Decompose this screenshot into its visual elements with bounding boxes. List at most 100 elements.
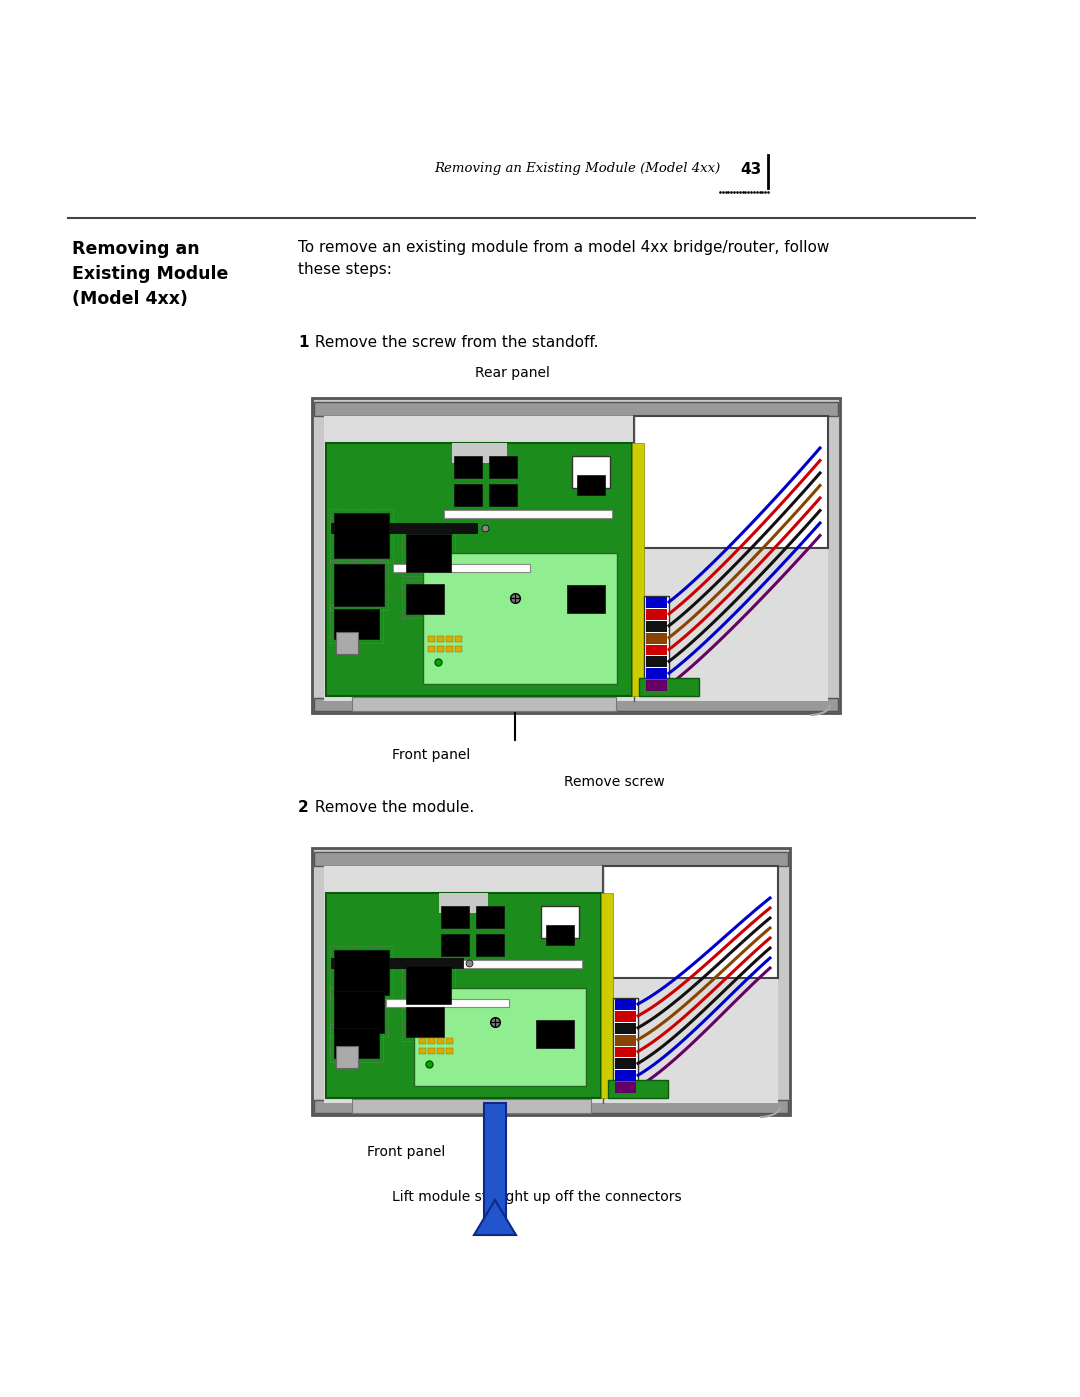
- Bar: [646, 668, 667, 679]
- Bar: [406, 584, 444, 615]
- Bar: [326, 443, 632, 696]
- Bar: [437, 636, 444, 643]
- Bar: [646, 657, 667, 668]
- Bar: [336, 1046, 357, 1067]
- Text: Remove the screw from the standoff.: Remove the screw from the standoff.: [310, 335, 598, 351]
- Bar: [615, 1070, 636, 1081]
- Bar: [446, 645, 453, 652]
- Text: To remove an existing module from a model 4xx bridge/router, follow
these steps:: To remove an existing module from a mode…: [298, 240, 829, 277]
- Bar: [446, 1048, 453, 1053]
- Bar: [572, 455, 610, 488]
- Bar: [402, 580, 448, 617]
- Bar: [314, 698, 838, 711]
- Bar: [336, 631, 357, 654]
- Bar: [639, 678, 699, 696]
- Bar: [541, 907, 579, 937]
- Bar: [330, 605, 383, 643]
- Bar: [402, 963, 455, 1009]
- Bar: [314, 852, 788, 866]
- Bar: [476, 935, 504, 956]
- Bar: [406, 1007, 444, 1037]
- Bar: [613, 997, 638, 1092]
- Bar: [455, 636, 462, 643]
- Text: Remove screw: Remove screw: [564, 775, 664, 789]
- Bar: [330, 988, 388, 1037]
- Text: Removing an Existing Module (Model 4xx): Removing an Existing Module (Model 4xx): [434, 162, 720, 175]
- Bar: [334, 564, 384, 606]
- Bar: [334, 950, 389, 995]
- Bar: [615, 1035, 636, 1045]
- Text: Front panel: Front panel: [392, 747, 470, 761]
- Bar: [634, 416, 828, 548]
- Bar: [324, 866, 778, 1104]
- Bar: [438, 893, 488, 914]
- Bar: [326, 893, 600, 1098]
- Bar: [615, 1011, 636, 1021]
- Bar: [444, 510, 612, 518]
- Bar: [330, 1024, 383, 1062]
- Bar: [453, 443, 507, 462]
- Bar: [402, 529, 455, 576]
- Bar: [428, 636, 435, 643]
- Bar: [406, 534, 451, 571]
- Bar: [431, 960, 582, 968]
- Bar: [536, 1020, 573, 1048]
- Bar: [577, 475, 605, 495]
- Bar: [646, 620, 667, 631]
- Bar: [314, 402, 838, 416]
- Bar: [546, 925, 573, 944]
- Bar: [476, 907, 504, 928]
- Polygon shape: [474, 1200, 516, 1235]
- Bar: [437, 1038, 444, 1044]
- Bar: [646, 633, 667, 644]
- Bar: [406, 965, 451, 1004]
- Bar: [312, 848, 789, 1115]
- Bar: [446, 636, 453, 643]
- Bar: [615, 1083, 636, 1092]
- Bar: [437, 1048, 444, 1053]
- Bar: [334, 609, 379, 638]
- Bar: [615, 1023, 636, 1034]
- Text: 1: 1: [298, 335, 309, 351]
- Bar: [419, 1038, 426, 1044]
- Text: Rear panel: Rear panel: [474, 366, 550, 380]
- Bar: [330, 522, 477, 534]
- Bar: [386, 999, 509, 1007]
- Bar: [419, 1048, 426, 1053]
- Text: Front panel: Front panel: [367, 1146, 445, 1160]
- Bar: [330, 958, 463, 968]
- Bar: [334, 1028, 379, 1058]
- Bar: [567, 585, 605, 613]
- Bar: [312, 398, 840, 712]
- Bar: [489, 483, 517, 506]
- Bar: [600, 893, 613, 1098]
- Bar: [615, 1059, 636, 1069]
- Bar: [441, 907, 469, 928]
- Bar: [414, 988, 586, 1085]
- Bar: [334, 990, 384, 1032]
- Bar: [428, 1038, 435, 1044]
- Text: Lift module straight up off the connectors: Lift module straight up off the connecto…: [392, 1190, 681, 1204]
- Bar: [484, 1104, 507, 1235]
- Bar: [615, 999, 636, 1010]
- Bar: [330, 560, 388, 610]
- Bar: [608, 1080, 669, 1098]
- Bar: [489, 455, 517, 478]
- Bar: [352, 697, 616, 711]
- Bar: [441, 935, 469, 956]
- Bar: [644, 597, 669, 692]
- Bar: [446, 1038, 453, 1044]
- Bar: [352, 1099, 591, 1113]
- Bar: [454, 455, 482, 478]
- Text: 2: 2: [298, 800, 309, 814]
- Bar: [632, 443, 644, 696]
- Text: Removing an
Existing Module
(Model 4xx): Removing an Existing Module (Model 4xx): [72, 240, 228, 307]
- Bar: [393, 564, 530, 571]
- Bar: [646, 597, 667, 608]
- Bar: [314, 1099, 788, 1113]
- Bar: [334, 513, 389, 557]
- Bar: [330, 509, 393, 562]
- Bar: [428, 1048, 435, 1053]
- Bar: [437, 645, 444, 652]
- Text: 43: 43: [740, 162, 761, 177]
